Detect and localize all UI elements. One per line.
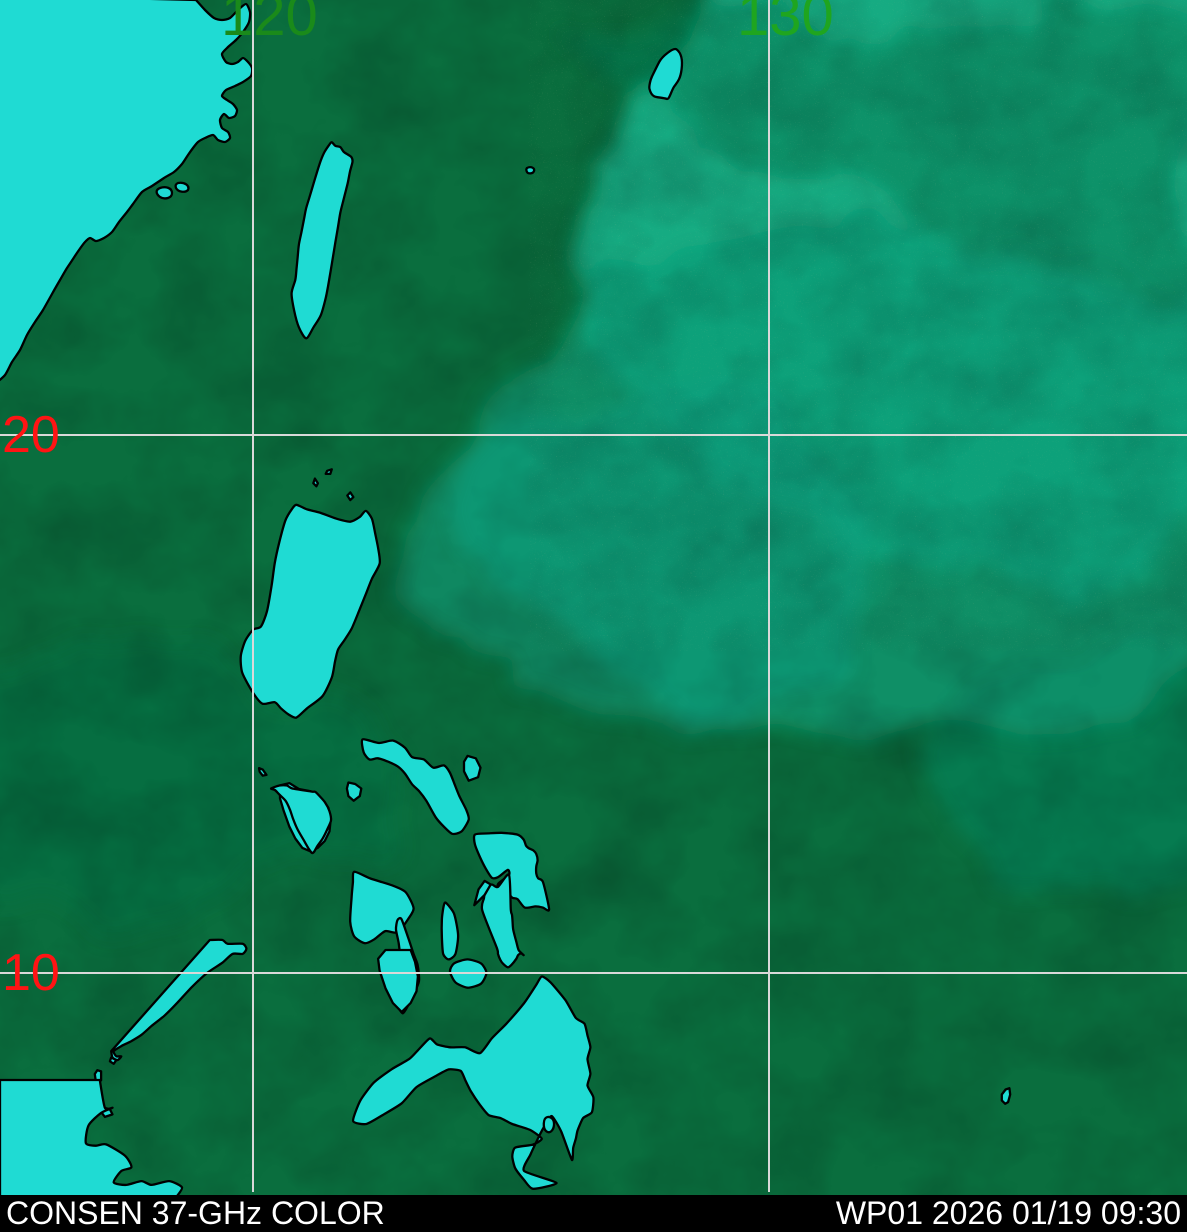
svg-text:10: 10 [2,944,60,1002]
svg-text:130: 130 [737,0,834,48]
svg-text:20: 20 [2,406,60,464]
svg-text:120: 120 [221,0,318,48]
